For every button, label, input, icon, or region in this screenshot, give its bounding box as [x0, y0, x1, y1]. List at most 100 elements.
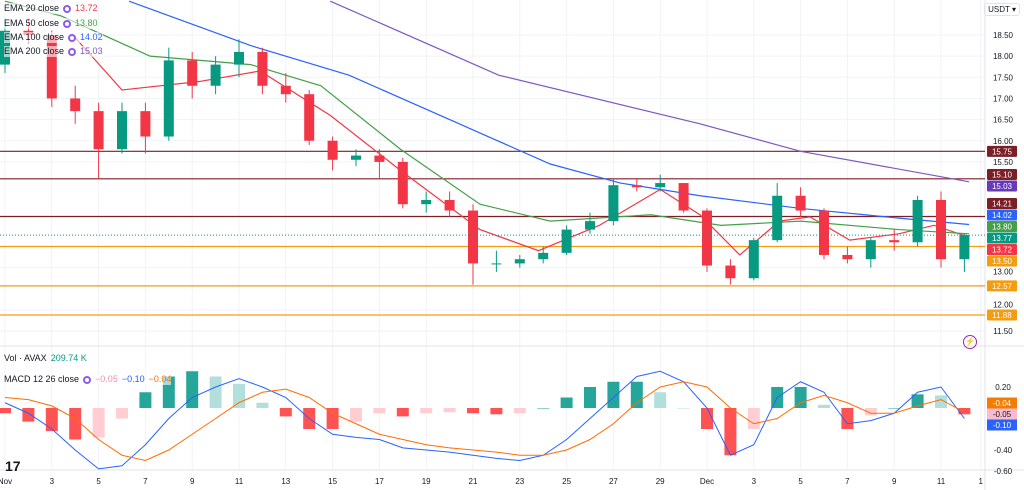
macd-histogram-bar	[443, 408, 456, 413]
price-badge-bg	[987, 244, 1017, 256]
price-badge-bg	[987, 255, 1017, 267]
candle	[865, 238, 876, 268]
visibility-icon[interactable]	[63, 19, 72, 28]
candle-body	[678, 183, 689, 211]
candle	[514, 254, 525, 268]
price-tick-label: 11.50	[993, 327, 1013, 336]
candle	[678, 183, 689, 213]
candle	[538, 246, 549, 264]
price-badge-label: 13.72	[992, 246, 1013, 255]
macd-histogram-bar	[584, 387, 596, 408]
candle-body	[748, 240, 759, 279]
macd-histogram-bar	[139, 392, 152, 408]
candle	[327, 136, 338, 171]
price-tick-label: 17.00	[993, 94, 1014, 103]
price-tick-label: 16.00	[993, 137, 1014, 146]
candle-body	[234, 51, 244, 65]
date-tick-label: 21	[469, 477, 478, 486]
lightning-icon[interactable]: ⚡	[963, 335, 977, 349]
visibility-icon[interactable]	[68, 47, 77, 56]
candle-body	[374, 155, 385, 162]
price-badge-bg	[987, 232, 1017, 244]
candle	[561, 225, 572, 255]
date-tick-label: 27	[609, 477, 618, 486]
price-tick-label: 17.50	[993, 73, 1014, 82]
candle-body	[936, 199, 946, 260]
candle	[351, 149, 361, 167]
macd-histogram-bar	[677, 408, 690, 409]
legend-macd[interactable]: MACD 12 26 close −0.05 −0.10 −0.04	[4, 374, 172, 385]
candle-body	[725, 265, 736, 279]
macd-histogram-bar	[256, 402, 269, 408]
candle-body	[117, 111, 127, 150]
candle	[444, 191, 455, 217]
macd-tick-label: -0.40	[994, 446, 1013, 455]
macd-badge: -0.10	[987, 419, 1017, 431]
legend-ema20[interactable]: EMA 20 close 13.72	[4, 3, 98, 14]
legend-signal-value: −0.04	[148, 374, 172, 384]
price-badge: 13.72	[987, 244, 1017, 256]
price-badge: 14.21	[987, 198, 1017, 210]
date-tick-label: 19	[422, 477, 431, 486]
macd-badge-label: -0.04	[993, 399, 1012, 408]
macd-badge-bg	[987, 397, 1017, 409]
legend-ema100[interactable]: EMA 100 close 14.02	[4, 32, 103, 43]
macd-histogram-bar	[818, 404, 830, 408]
candle-body	[889, 240, 900, 243]
price-badge-label: 13.50	[992, 257, 1013, 266]
candle-body	[187, 60, 198, 86]
price-badge: 15.03	[987, 180, 1017, 192]
date-tick-label: 3	[752, 477, 757, 486]
candle-body	[93, 111, 104, 150]
price-badge-label: 11.88	[992, 311, 1012, 320]
candle	[959, 233, 970, 272]
price-badge-label: 12.57	[992, 282, 1013, 291]
legend-label: EMA 200 close	[4, 46, 65, 56]
candle	[772, 183, 783, 243]
date-tick-label: 5	[798, 477, 803, 486]
candle	[374, 149, 385, 179]
candle	[889, 229, 900, 251]
candle-body	[421, 199, 432, 205]
legend-ema50[interactable]: EMA 50 close 13.80	[4, 18, 98, 29]
candle	[655, 174, 666, 192]
macd-badge-label: -0.05	[993, 410, 1012, 419]
macd-badge-bg	[987, 408, 1017, 420]
candle-body	[631, 185, 642, 188]
legend-value: 14.02	[80, 32, 103, 42]
legend-value: 13.72	[75, 3, 98, 13]
candle	[585, 212, 595, 234]
macd-histogram-bar	[116, 408, 128, 419]
date-tick-label: Dec	[700, 477, 714, 486]
price-badge: 14.02	[987, 209, 1017, 221]
price-badge-bg	[987, 198, 1017, 210]
candle-body	[795, 195, 806, 211]
date-tick-label: 17	[375, 477, 384, 486]
candle-body	[327, 140, 338, 160]
macd-histogram-bar	[935, 395, 947, 408]
macd-histogram-bar	[537, 408, 550, 409]
price-badge-label: 13.80	[992, 223, 1013, 232]
price-tick-label: 16.50	[993, 116, 1014, 125]
legend-volume[interactable]: Vol · AVAX 209.74 K	[4, 353, 87, 364]
visibility-icon[interactable]	[83, 375, 92, 384]
candle	[468, 204, 478, 285]
legend-ema200[interactable]: EMA 200 close 15.03	[4, 46, 103, 57]
price-badge-label: 14.02	[992, 211, 1013, 220]
candle	[140, 102, 151, 154]
macd-histogram-bar	[467, 408, 479, 414]
legend-label: Vol · AVAX	[4, 353, 47, 363]
candle	[842, 246, 853, 264]
visibility-icon[interactable]	[68, 33, 77, 42]
currency-selector[interactable]: USDT ▾	[984, 3, 1020, 16]
candle	[819, 208, 829, 260]
price-tick-label: 12.00	[993, 301, 1014, 310]
price-badge: 13.77	[987, 232, 1017, 244]
candle-body	[608, 185, 619, 222]
date-tick-label: 7	[143, 477, 148, 486]
visibility-icon[interactable]	[63, 4, 72, 13]
legend-label: EMA 100 close	[4, 32, 65, 42]
macd-histogram-bar	[373, 408, 386, 414]
date-tick-label: 7	[845, 477, 850, 486]
